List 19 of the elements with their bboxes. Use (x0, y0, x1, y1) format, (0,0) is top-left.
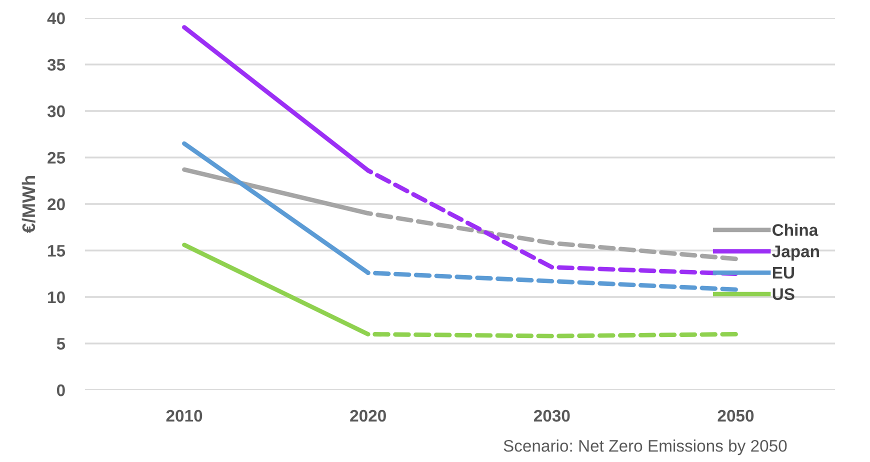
y-tick-label: 10 (48, 291, 65, 304)
x-tick-label: 2030 (534, 410, 570, 422)
y-tick-label: 5 (56, 338, 66, 350)
x-tick-label: 2020 (350, 410, 386, 422)
legend-label: China (772, 224, 818, 236)
y-tick-label: 20 (48, 198, 65, 210)
y-tick-label: 15 (48, 245, 66, 257)
y-tick-label: 25 (48, 152, 66, 164)
y-tick-label: 0 (56, 384, 65, 396)
text: Scenario: Net Zero Emissions by 2050 (504, 440, 787, 456)
y-axis-title: €/MWh (22, 176, 36, 233)
x-tick-label: 2010 (166, 410, 202, 422)
y-tick-label: 35 (47, 58, 66, 71)
y-tick-label: 40 (47, 12, 65, 24)
legend-label: Japan (772, 246, 819, 261)
legend-label: US (772, 288, 794, 300)
x-tick-label: 2050 (718, 410, 754, 422)
legend-label: EU (772, 267, 794, 279)
y-tick-label: 30 (47, 105, 65, 118)
